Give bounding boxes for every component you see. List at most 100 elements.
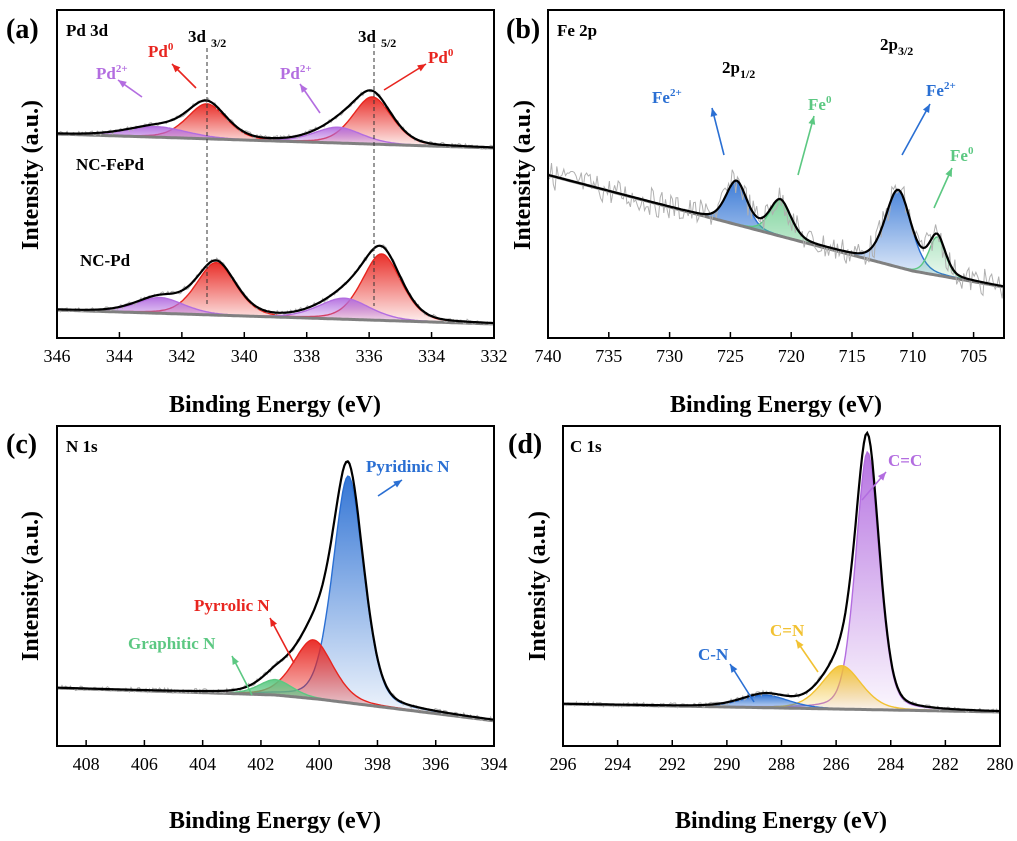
xtick-label: 284	[877, 754, 904, 774]
label-c-c: C=C	[888, 451, 922, 470]
panel-c-ylabel: Intensity (a.u.)	[18, 511, 44, 661]
arrow-pyrrolic	[269, 617, 295, 664]
label-graphitic-n: Graphitic N	[128, 634, 216, 653]
panel-a-ticks: 346 344 342 340 338 336 334 332	[44, 332, 508, 366]
label-fe0-right: Fe0	[950, 145, 974, 165]
xtick-label: 338	[293, 346, 320, 366]
panel-c-ticks: 408 406 404 402 400 398 396 394	[73, 740, 508, 774]
arrow-pd0-right-head	[417, 64, 426, 72]
peak-fill-pd0	[57, 253, 494, 324]
label-pyrrolic-n: Pyrrolic N	[194, 596, 270, 615]
label-3d32: 3d 3/2	[188, 27, 226, 50]
xtick-label: 402	[247, 754, 274, 774]
panel-a-title: Pd 3d	[66, 21, 109, 40]
label-fe0-left: Fe0	[808, 94, 832, 114]
label-pd2-right: Pd2+	[280, 63, 312, 83]
envelope-line	[57, 244, 494, 325]
arrow-c-c-head	[877, 472, 886, 481]
xtick-label: 292	[659, 754, 686, 774]
label-pd2-left: Pd2+	[96, 63, 128, 83]
xtick-label: 400	[306, 754, 333, 774]
panel-a-plot-area	[57, 44, 494, 326]
peak-fill-fe0	[548, 175, 1004, 287]
arrow-c-n-single-head	[730, 664, 738, 673]
label-pd0-left: Pd0	[148, 41, 174, 61]
xtick-label: 336	[356, 346, 383, 366]
panel-a-label: (a)	[6, 14, 39, 45]
panel-d-title: C 1s	[570, 437, 602, 456]
envelope-line	[57, 89, 494, 149]
panel-c-frame	[56, 425, 495, 747]
panel-d-xlabel: Binding Energy (eV)	[675, 808, 887, 834]
xtick-label: 340	[231, 346, 258, 366]
label-fe2-right: Fe2+	[926, 80, 956, 100]
label-c-n-double: C=N	[770, 621, 805, 640]
xtick-label: 730	[656, 346, 683, 366]
peak-fill-fe2-	[548, 175, 1004, 287]
peak-fill-c-c	[563, 452, 1000, 712]
label-2p32: 2p3/2	[880, 35, 913, 58]
xtick-label: 408	[73, 754, 100, 774]
peak-fill-pd2-	[57, 126, 494, 148]
label-pd0-right: Pd0	[428, 47, 454, 67]
label-2p12: 2p1/2	[722, 58, 755, 81]
raw-data-line	[563, 433, 1000, 715]
panel-b-ylabel: Intensity (a.u.)	[510, 100, 536, 250]
label-pyridinic-n: Pyridinic N	[366, 457, 450, 476]
arrow-fe2-left-head	[710, 108, 718, 117]
xtick-label: 740	[535, 346, 562, 366]
xtick-label: 398	[364, 754, 391, 774]
xtick-label: 334	[418, 346, 445, 366]
annotation-arrows	[117, 63, 953, 703]
xtick-label: 705	[960, 346, 987, 366]
panel-c-title: N 1s	[66, 437, 98, 456]
panel-d-ylabel: Intensity (a.u.)	[525, 511, 551, 661]
panel-a-frame	[56, 9, 495, 339]
xtick-label: 294	[604, 754, 631, 774]
xtick-label: 725	[717, 346, 744, 366]
xtick-label: 288	[768, 754, 795, 774]
panel-a-ylabel: Intensity (a.u.)	[18, 100, 44, 250]
arrow-pyrrolic-head	[270, 618, 277, 627]
arrow-fe2-right-head	[922, 104, 930, 113]
xtick-label: 342	[168, 346, 195, 366]
peak-fill-graphitic-n	[57, 679, 494, 721]
xtick-label: 735	[595, 346, 622, 366]
panel-a-xlabel: Binding Energy (eV)	[169, 392, 381, 418]
arrow-pyridinic-head	[393, 480, 402, 488]
peak-line-c-c	[563, 450, 1000, 712]
xtick-label: 296	[550, 754, 577, 774]
panel-c-n1s: 408 406 404 402 400 398 396 394 (c) N 1s Bindin…	[6, 425, 508, 834]
xtick-label: 280	[987, 754, 1014, 774]
arrow-pd2-left-head	[118, 80, 127, 88]
xtick-label: 290	[713, 754, 740, 774]
panel-a-pd3d: 346 344 342 340 338 336 334 332 (a) Pd 3d Bindi…	[6, 9, 508, 418]
panel-d-ticks: 296 294 292 290 288 286 284 282 280	[550, 740, 1014, 774]
peak-fill-pd2-	[57, 297, 494, 324]
peak-fill-c-n	[563, 695, 1000, 712]
panel-d-plot-area	[563, 430, 1000, 715]
background-line	[57, 132, 494, 150]
panel-d-c1s: 296 294 292 290 288 286 284 282 280 (d) C 1s Bin…	[508, 425, 1014, 834]
arrow-pd2-right-head	[300, 84, 308, 93]
xtick-label: 346	[44, 346, 71, 366]
xtick-label: 286	[823, 754, 850, 774]
panel-b-title: Fe 2p	[557, 21, 597, 40]
xtick-label: 282	[932, 754, 959, 774]
arrow-fe0-right-head	[945, 168, 952, 177]
label-3d52: 3d 5/2	[358, 27, 396, 50]
arrow-fe2-right	[901, 103, 931, 156]
panel-d-label: (d)	[508, 429, 542, 460]
envelope-line	[563, 430, 1000, 713]
envelope-line	[57, 459, 494, 721]
panel-b-plot-area	[548, 162, 1004, 299]
xtick-label: 720	[778, 346, 805, 366]
xtick-label: 406	[131, 754, 158, 774]
peak-fill-pd2-	[57, 127, 494, 148]
envelope-line	[548, 173, 1004, 288]
panel-b-xlabel: Binding Energy (eV)	[670, 392, 882, 418]
xtick-label: 404	[189, 754, 216, 774]
xtick-label: 396	[422, 754, 449, 774]
xtick-label: 710	[899, 346, 926, 366]
